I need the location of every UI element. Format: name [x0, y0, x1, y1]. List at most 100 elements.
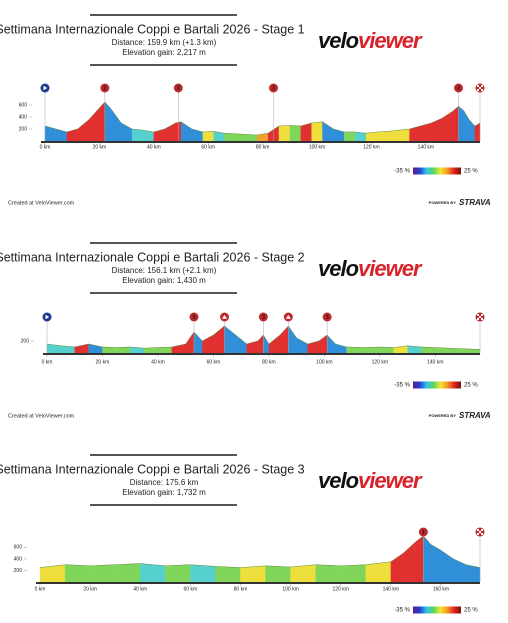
profile-segment — [415, 535, 424, 583]
finish-flag — [477, 529, 479, 531]
y-tick-label: 200 — [14, 568, 23, 574]
x-tick-label: 20 km — [83, 586, 97, 592]
finish-flag — [481, 89, 483, 91]
x-tick-label: 100 km — [316, 359, 332, 365]
y-tick-label: 600 — [19, 102, 28, 108]
chart-subtitle: Elevation gain: 2,217 m — [122, 48, 206, 57]
x-tick-label: 140 km — [418, 144, 434, 150]
profile-segment — [421, 346, 436, 354]
y-tick-label: 200 — [19, 126, 28, 132]
profile-segment — [278, 125, 290, 142]
finish-flag — [477, 318, 479, 320]
start-icon — [45, 314, 50, 320]
y-tick-label: 400 — [19, 114, 28, 120]
legend-max: 25 % — [464, 608, 478, 614]
chart-subtitle: Elevation gain: 1,732 m — [122, 488, 206, 497]
x-tick-label: 140 km — [427, 359, 443, 365]
profile-segment — [265, 565, 291, 583]
start-icon — [43, 85, 48, 91]
chart-subtitle: Distance: 159.9 km (+1.3 km) — [112, 38, 217, 47]
profile-segment — [458, 105, 465, 142]
x-tick-label: 100 km — [282, 586, 298, 592]
x-tick-label: 160 km — [433, 586, 449, 592]
x-tick-label: 40 km — [133, 586, 147, 592]
x-tick-label: 0 km — [42, 359, 53, 365]
profile-segment — [190, 564, 216, 583]
legend-max: 25 % — [464, 169, 478, 175]
climb-category: 2 — [103, 86, 107, 92]
profile-segment — [99, 101, 105, 142]
profile-segment — [376, 131, 388, 142]
x-tick-label: 60 km — [207, 359, 221, 365]
x-tick-label: 80 km — [256, 144, 270, 150]
climb-marker — [269, 83, 279, 93]
x-tick-label: 120 km — [332, 586, 348, 592]
profile-segment — [289, 125, 301, 142]
finish-flag — [479, 316, 481, 318]
brand: STRAVA — [459, 198, 491, 207]
legend-gradient — [413, 606, 461, 614]
x-tick-label: 20 km — [93, 144, 107, 150]
x-tick-label: 140 km — [383, 586, 399, 592]
sprint-icon — [285, 315, 291, 319]
powered-by: POWERED BY — [429, 413, 457, 418]
profile-segment — [344, 131, 356, 142]
climb-marker — [173, 83, 183, 93]
legend-min: -35 % — [394, 383, 410, 389]
profile-segment — [246, 134, 258, 142]
profile-segment — [315, 564, 341, 583]
profile-segment — [64, 564, 91, 583]
profile-segment — [157, 346, 172, 354]
finish-flag — [481, 85, 483, 87]
powered-by: POWERED BY — [429, 200, 457, 205]
climb-category: 3 — [325, 315, 329, 321]
profile-segment — [116, 346, 131, 354]
logo-part: viewer — [358, 28, 423, 53]
chart-subtitle: Distance: 156.1 km (+2.1 km) — [112, 266, 217, 275]
profile-segment — [365, 561, 391, 583]
x-axis — [43, 353, 480, 355]
profile-segment — [102, 346, 117, 354]
brand: STRAVA — [459, 411, 491, 420]
profile-segment — [435, 347, 450, 354]
finish-flag — [477, 85, 479, 87]
finish-flag — [477, 89, 479, 91]
x-tick-label: 120 km — [363, 144, 379, 150]
x-tick-label: 120 km — [372, 359, 388, 365]
logo-part: velo — [318, 256, 359, 281]
logo-part: velo — [318, 28, 359, 53]
y-tick-label: 400 — [14, 556, 23, 562]
logo-part: viewer — [358, 468, 423, 493]
climb-marker — [454, 83, 464, 93]
profile-segment — [430, 544, 442, 583]
profile-segment — [104, 101, 111, 142]
x-axis — [36, 582, 480, 584]
legend-gradient — [413, 381, 461, 389]
x-tick-label: 80 km — [234, 586, 248, 592]
climb-category: 3 — [192, 315, 196, 321]
chart-subtitle: Distance: 175.6 km — [130, 478, 199, 487]
chart-subtitle: Elevation gain: 1,430 m — [122, 276, 206, 285]
profile-segment — [365, 131, 378, 142]
chart-title: Settimana Internazionale Coppi e Bartali… — [0, 22, 305, 36]
x-tick-label: 80 km — [262, 359, 276, 365]
profile-segment — [452, 105, 459, 142]
profile-outline — [39, 535, 481, 568]
climb-category: 3 — [177, 86, 181, 92]
profile-segment — [379, 346, 394, 354]
profile-segment — [235, 133, 247, 142]
profile-segment — [240, 565, 266, 583]
profile-segment — [140, 563, 166, 583]
finish-flag — [477, 533, 479, 535]
sprint-icon — [222, 315, 228, 319]
profile-segment — [398, 128, 410, 142]
x-tick-label: 60 km — [184, 586, 198, 592]
credit: Created at VeloViewer.com — [8, 413, 75, 419]
y-tick-label: 200 — [21, 338, 30, 344]
profile-segment — [365, 346, 381, 354]
profile-segment — [202, 131, 214, 142]
climb-category: 2 — [457, 86, 461, 92]
logo-part: viewer — [358, 256, 423, 281]
climb-category: 1 — [422, 530, 426, 536]
profile-segment — [131, 128, 144, 142]
